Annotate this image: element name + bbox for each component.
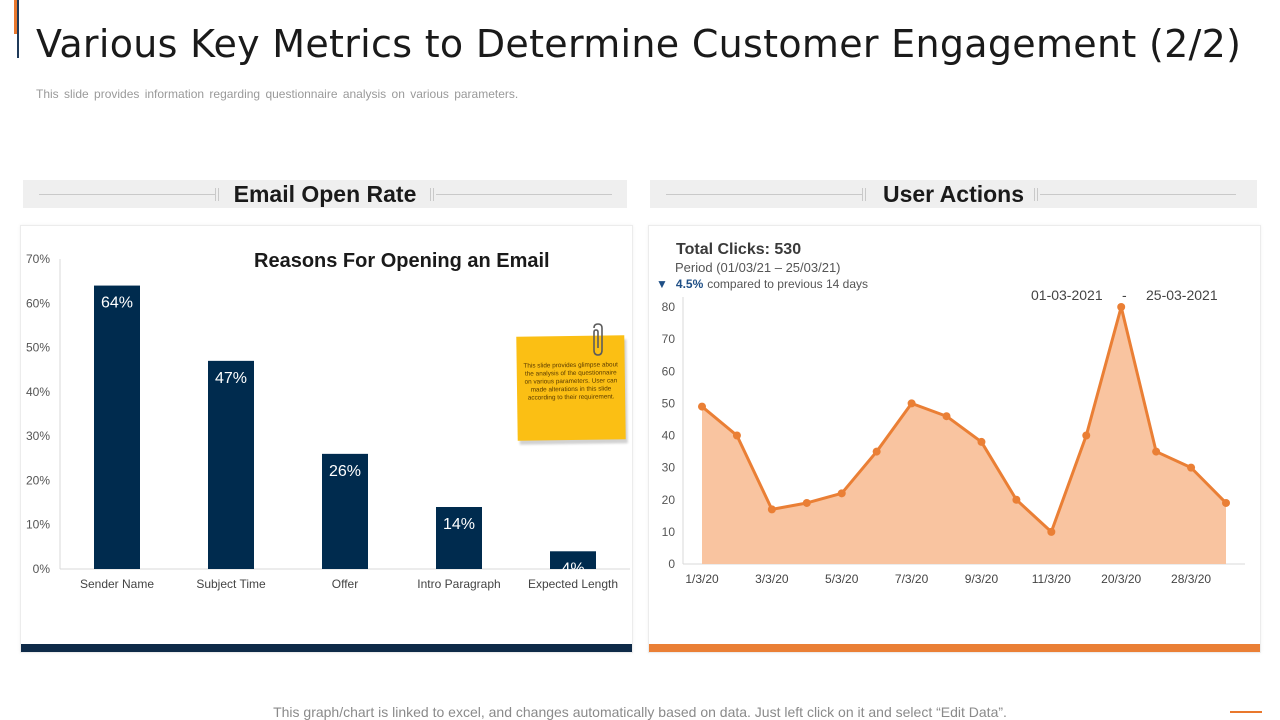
x-tick-label: 1/3/20 [685,572,719,586]
x-tick-label: 28/3/20 [1171,572,1211,586]
data-point [1047,527,1056,536]
y-tick-label: 20 [662,493,676,507]
bar [436,507,482,569]
data-point [872,447,881,456]
sticky-note: This slide provides glimpse about the an… [516,335,626,441]
header-line-right [1040,194,1236,195]
y-tick-label: 70 [662,332,676,346]
bar-data-label: 64% [101,295,133,312]
bar-data-label: 47% [215,370,247,387]
data-point [698,402,706,411]
panel-bottom-bar-orange [649,644,1260,652]
y-tick-label: 50 [662,396,676,410]
slide-title: Various Key Metrics to Determine Custome… [36,22,1242,66]
email-open-rate-title: Email Open Rate [233,181,417,207]
y-tick-label: 80 [662,300,676,314]
change-percent: 4.5% [675,277,704,291]
data-point [1152,447,1161,456]
data-point [1117,303,1126,311]
x-tick-label: Subject Time [196,577,266,591]
y-tick-label: 20% [26,473,50,487]
footer-accent-dash [1230,711,1262,713]
bar [322,453,368,569]
x-tick-label: 3/3/20 [755,572,789,586]
x-tick-label: 9/3/20 [965,572,999,586]
bar-chart: 0% 10% 20% 30% 40% 50% 60% 70% 64% Sender Name 47%… [26,252,630,591]
header-line-left [39,194,215,195]
y-tick-label: 70% [26,252,50,266]
y-tick-label: 10 [662,525,676,539]
x-tick-label: 11/3/20 [1032,572,1071,586]
y-tick-label: 40 [662,429,676,443]
x-tick-label: Sender Name [80,577,154,591]
data-point [907,399,916,408]
title-accent-orange [14,0,17,34]
change-indicator: ▼ 4.5% compared to previous 14 days [656,277,868,291]
period-label: Period (01/03/21 – 25/03/21) [675,260,841,275]
date-to: 25-03-2021 [1146,287,1218,303]
user-actions-title: User Actions [882,181,1025,207]
y-tick-label: 10% [26,518,50,532]
bar-data-label: 14% [443,516,475,533]
x-tick-label: 7/3/20 [895,572,929,586]
header-line-right [436,194,612,195]
header-tick-left [862,188,866,201]
area-fill [702,307,1226,564]
y-tick-label: 60% [26,296,50,310]
data-point [1082,431,1091,440]
area-chart: 0 10 20 30 40 50 60 70 80 1/3/20 3/3/20 5/3/20 7/3/2… [662,297,1245,586]
data-point [977,437,986,446]
header-tick-right [430,188,434,201]
data-point [1012,495,1021,504]
bar [550,551,596,569]
y-tick-label: 30% [26,429,50,443]
x-tick-label: 5/3/20 [825,572,859,586]
bar [94,285,140,569]
series-line [701,305,1228,534]
y-tick-label: 40% [26,385,50,399]
bar-chart-title: Reasons For Opening an Email [254,250,550,272]
title-accent-navy [17,0,19,58]
bar [208,360,254,569]
header-tick-right [1034,188,1038,201]
data-point [802,498,811,507]
email-open-rate-header: Email Open Rate [23,180,627,208]
user-actions-panel [648,225,1261,653]
footer-note: This graph/chart is linked to excel, and… [273,704,1007,720]
data-point [1222,498,1230,507]
change-text: compared to previous 14 days [707,277,869,291]
y-tick-label: 0 [668,557,675,571]
header-tick-left [215,188,219,201]
panel-bottom-bar-navy [21,644,632,652]
y-tick-label: 30 [662,461,676,475]
down-triangle-icon: ▼ [656,277,668,291]
data-point [942,412,951,421]
y-tick-label: 50% [26,341,50,355]
x-tick-label: 20/3/20 [1101,572,1141,586]
data-point [1187,463,1196,472]
date-separator: - [1122,287,1127,303]
x-tick-label: Expected Length [528,577,618,591]
y-tick-label: 60 [662,364,676,378]
total-clicks: Total Clicks: 530 [676,241,802,258]
data-point [837,489,846,498]
paperclip-icon [593,323,603,356]
header-line-left [666,194,862,195]
slide-subtitle: This slide provides information regardin… [36,87,519,101]
bar-data-label: 26% [329,463,361,480]
bar-data-label: 4% [561,560,584,577]
user-actions-header: User Actions [650,180,1257,208]
x-tick-label: Intro Paragraph [417,577,500,591]
data-point [767,505,776,514]
data-point [732,431,741,440]
date-from: 01-03-2021 [1031,287,1103,303]
y-tick-label: 0% [33,562,51,576]
x-tick-label: Offer [332,577,358,591]
